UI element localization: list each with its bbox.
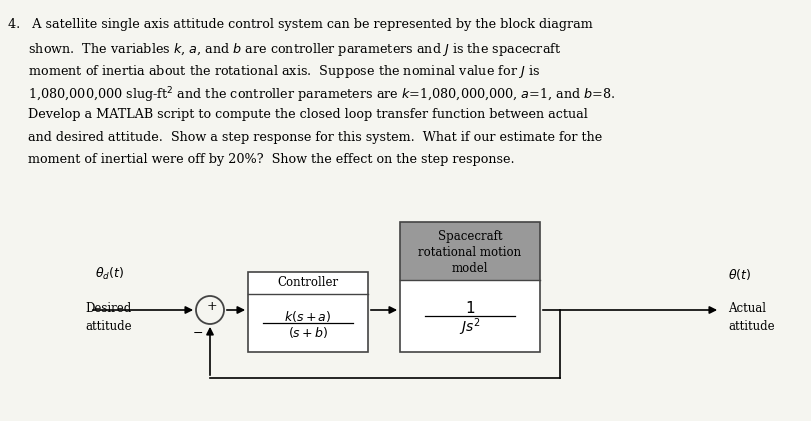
Circle shape bbox=[195, 296, 224, 324]
Text: 4.   A satellite single axis attitude control system can be represented by the b: 4. A satellite single axis attitude cont… bbox=[8, 18, 592, 31]
Bar bbox=[400, 222, 539, 352]
Text: $Js^2$: $Js^2$ bbox=[459, 316, 480, 338]
Text: rotational motion: rotational motion bbox=[418, 246, 521, 259]
Bar bbox=[400, 280, 539, 352]
Text: moment of inertia about the rotational axis.  Suppose the nominal value for $J$ : moment of inertia about the rotational a… bbox=[8, 63, 539, 80]
Text: $k(s + a)$: $k(s + a)$ bbox=[284, 309, 332, 323]
Text: shown.  The variables $k$, $a$, and $b$ are controller parameters and $J$ is the: shown. The variables $k$, $a$, and $b$ a… bbox=[8, 40, 560, 58]
Bar bbox=[400, 222, 539, 280]
Text: moment of inertial were off by 20%?  Show the effect on the step response.: moment of inertial were off by 20%? Show… bbox=[8, 153, 514, 166]
Text: $(s + b)$: $(s + b)$ bbox=[287, 325, 328, 339]
Text: $\theta_d(t)$: $\theta_d(t)$ bbox=[95, 266, 124, 282]
Text: and desired attitude.  Show a step response for this system.  What if our estima: and desired attitude. Show a step respon… bbox=[8, 131, 602, 144]
Text: −: − bbox=[192, 327, 203, 340]
Text: model: model bbox=[451, 262, 487, 275]
Bar bbox=[247, 272, 367, 352]
Text: attitude: attitude bbox=[85, 320, 131, 333]
Text: 1,080,000,000 slug-ft$^2$ and the controller parameters are $k$=1,080,000,000, $: 1,080,000,000 slug-ft$^2$ and the contro… bbox=[8, 85, 615, 105]
Text: Desired: Desired bbox=[85, 302, 131, 315]
Text: +: + bbox=[207, 299, 217, 312]
Text: Controller: Controller bbox=[277, 277, 338, 290]
Text: Develop a MATLAB script to compute the closed loop transfer function between act: Develop a MATLAB script to compute the c… bbox=[8, 108, 587, 121]
Text: attitude: attitude bbox=[727, 320, 774, 333]
Text: Actual: Actual bbox=[727, 302, 765, 315]
Text: $\theta(t)$: $\theta(t)$ bbox=[727, 267, 750, 282]
Text: $1$: $1$ bbox=[465, 300, 474, 316]
Text: Spacecraft: Spacecraft bbox=[437, 230, 502, 243]
